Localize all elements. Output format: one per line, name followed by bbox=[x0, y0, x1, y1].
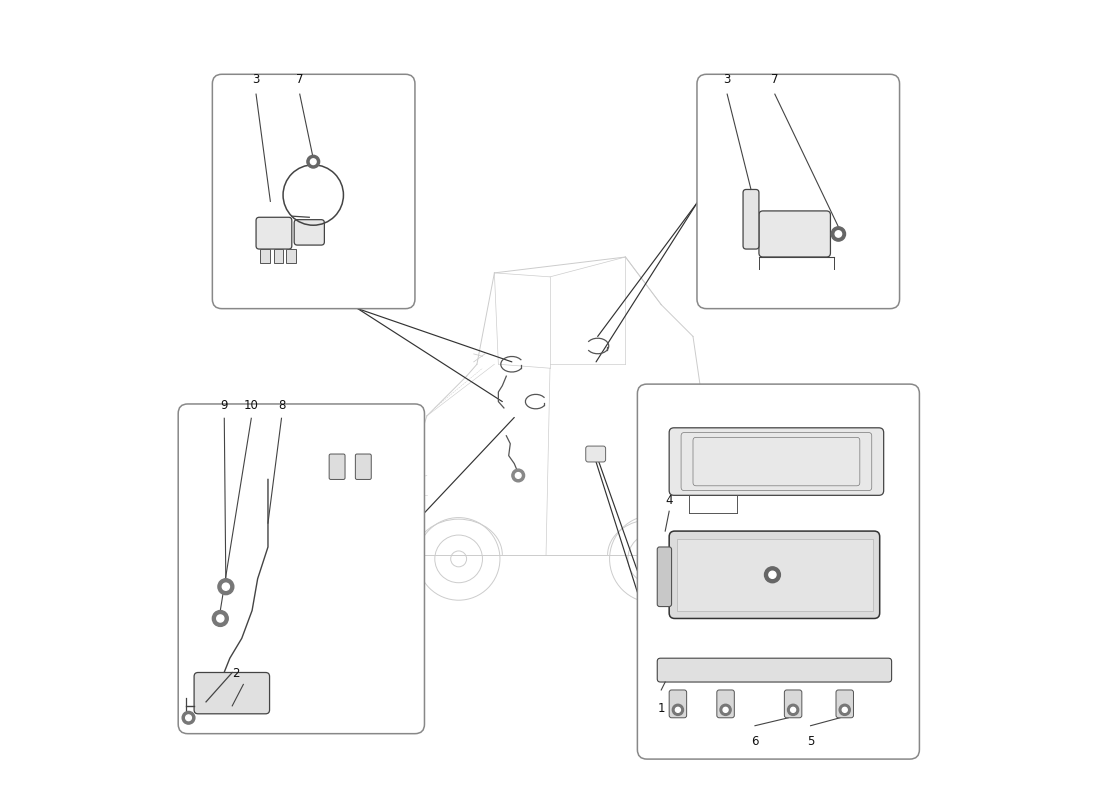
Circle shape bbox=[764, 567, 780, 582]
FancyBboxPatch shape bbox=[256, 218, 292, 249]
FancyBboxPatch shape bbox=[717, 690, 735, 718]
Text: 4: 4 bbox=[666, 494, 673, 507]
FancyBboxPatch shape bbox=[669, 531, 880, 618]
Text: 1: 1 bbox=[658, 702, 666, 715]
FancyBboxPatch shape bbox=[294, 220, 324, 245]
FancyBboxPatch shape bbox=[355, 454, 372, 479]
Circle shape bbox=[791, 707, 795, 712]
Circle shape bbox=[512, 469, 525, 482]
Circle shape bbox=[832, 227, 846, 241]
Text: 6: 6 bbox=[751, 735, 759, 748]
Circle shape bbox=[675, 707, 681, 712]
FancyBboxPatch shape bbox=[178, 404, 425, 734]
Text: 3: 3 bbox=[252, 73, 260, 86]
FancyBboxPatch shape bbox=[658, 658, 892, 682]
Text: 2: 2 bbox=[232, 666, 239, 680]
Circle shape bbox=[307, 155, 320, 168]
Circle shape bbox=[835, 230, 842, 237]
Text: 3: 3 bbox=[724, 73, 730, 86]
Circle shape bbox=[516, 473, 521, 478]
FancyBboxPatch shape bbox=[669, 428, 883, 495]
Text: 10: 10 bbox=[244, 399, 258, 412]
Text: eurospares: eurospares bbox=[256, 630, 321, 640]
Circle shape bbox=[788, 704, 799, 715]
FancyBboxPatch shape bbox=[286, 249, 296, 263]
Text: eurospares: eurospares bbox=[770, 206, 835, 215]
Circle shape bbox=[222, 583, 230, 590]
Text: eurospares: eurospares bbox=[265, 198, 330, 208]
Text: 7: 7 bbox=[771, 73, 779, 86]
Circle shape bbox=[218, 578, 234, 594]
Circle shape bbox=[839, 704, 850, 715]
FancyBboxPatch shape bbox=[397, 465, 417, 479]
Circle shape bbox=[186, 715, 191, 721]
FancyBboxPatch shape bbox=[194, 673, 270, 714]
FancyBboxPatch shape bbox=[658, 547, 671, 606]
FancyBboxPatch shape bbox=[260, 249, 270, 263]
Circle shape bbox=[723, 707, 728, 712]
FancyBboxPatch shape bbox=[669, 690, 686, 718]
FancyBboxPatch shape bbox=[744, 190, 759, 249]
Text: 5: 5 bbox=[807, 735, 814, 748]
FancyBboxPatch shape bbox=[212, 74, 415, 309]
Circle shape bbox=[310, 159, 316, 165]
Circle shape bbox=[720, 704, 732, 715]
FancyBboxPatch shape bbox=[637, 384, 920, 759]
Circle shape bbox=[217, 615, 224, 622]
FancyBboxPatch shape bbox=[329, 454, 345, 479]
FancyBboxPatch shape bbox=[697, 74, 900, 309]
Circle shape bbox=[212, 610, 229, 626]
Text: 9: 9 bbox=[220, 399, 228, 412]
FancyBboxPatch shape bbox=[759, 211, 830, 257]
FancyBboxPatch shape bbox=[784, 690, 802, 718]
FancyBboxPatch shape bbox=[274, 249, 283, 263]
Circle shape bbox=[672, 704, 683, 715]
FancyBboxPatch shape bbox=[586, 446, 606, 462]
FancyBboxPatch shape bbox=[836, 690, 854, 718]
FancyBboxPatch shape bbox=[678, 539, 873, 610]
Text: 7: 7 bbox=[296, 73, 304, 86]
Circle shape bbox=[769, 571, 776, 578]
Circle shape bbox=[843, 707, 847, 712]
Circle shape bbox=[183, 711, 195, 724]
Text: 8: 8 bbox=[278, 399, 285, 412]
Text: eurospares: eurospares bbox=[746, 642, 811, 651]
